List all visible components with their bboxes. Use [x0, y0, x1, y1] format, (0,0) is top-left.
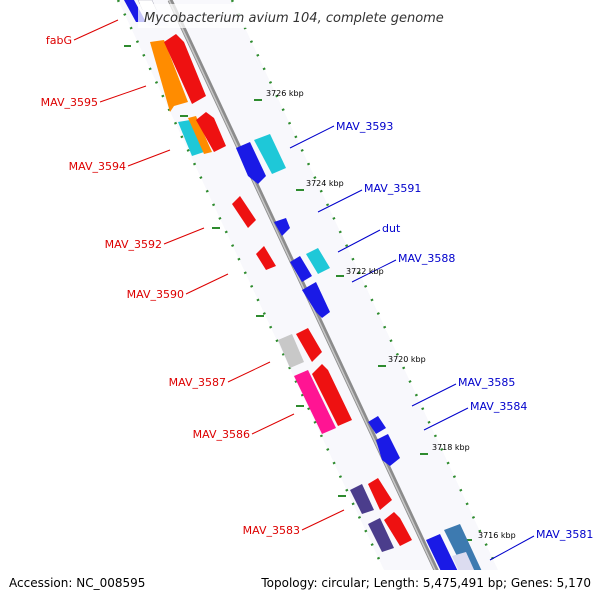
leader-line — [99, 85, 147, 103]
gene-label-mav-3590[interactable]: MAV_3590 — [127, 288, 184, 301]
gene-label-mav-3587[interactable]: MAV_3587 — [169, 376, 226, 389]
gene-feature — [444, 524, 482, 570]
gene-feature — [368, 478, 392, 510]
gene-label-mav-3593[interactable]: MAV_3593 — [336, 120, 393, 133]
gene-feature — [426, 534, 458, 570]
left-gene-labels: fabG MAV_3595 MAV_3594 MAV_3592 MAV_3590… — [41, 34, 300, 537]
kbp-label: 3716 kbp — [478, 531, 516, 540]
gene-label-mav-3581[interactable]: MAV_3581 — [536, 528, 593, 541]
gene-label-mav-3588[interactable]: MAV_3588 — [398, 252, 455, 265]
gene-label-dut[interactable]: dut — [382, 222, 401, 235]
gene-feature — [274, 218, 290, 236]
leader-line — [73, 19, 119, 41]
gene-feature — [376, 434, 400, 466]
kbp-label: 3724 kbp — [306, 179, 344, 188]
gene-feature — [236, 142, 266, 184]
leader-line — [289, 125, 335, 149]
gene-label-mav-3591[interactable]: MAV_3591 — [364, 182, 421, 195]
gene-feature — [178, 120, 204, 156]
gene-label-mav-3595[interactable]: MAV_3595 — [41, 96, 98, 109]
gene-label-mav-3594[interactable]: MAV_3594 — [69, 160, 126, 173]
kbp-label: 3720 kbp — [388, 355, 426, 364]
gene-label-mav-3584[interactable]: MAV_3584 — [470, 400, 527, 413]
leader-line — [185, 273, 229, 295]
leader-line — [489, 535, 535, 561]
leader-line — [227, 361, 271, 383]
gene-feature — [302, 282, 330, 318]
gene-feature — [150, 40, 188, 112]
gene-feature — [278, 334, 304, 368]
gene-feature — [294, 370, 336, 434]
gene-label-mav-3583[interactable]: MAV_3583 — [243, 524, 300, 537]
gene-feature — [306, 248, 330, 274]
leader-line — [351, 259, 397, 283]
gene-feature — [296, 328, 322, 362]
gene-label-mav-3585[interactable]: MAV_3585 — [458, 376, 515, 389]
gene-feature — [452, 552, 475, 570]
gene-feature — [196, 112, 226, 152]
gene-feature — [232, 196, 256, 228]
gene-feature — [350, 484, 374, 514]
gene-label-fabg[interactable]: fabG — [46, 34, 72, 47]
major-ticks — [124, 45, 472, 541]
tick-track-outer-left — [116, 0, 386, 570]
tick-track-outer-right — [230, 0, 500, 570]
leader-line — [251, 413, 295, 435]
gene-label-mav-3586[interactable]: MAV_3586 — [193, 428, 250, 441]
leader-line — [317, 189, 363, 213]
gene-feature — [188, 116, 212, 154]
leader-line — [301, 509, 345, 531]
gene-feature — [368, 416, 386, 434]
leader-line — [127, 149, 171, 167]
title-backdrop — [138, 4, 460, 28]
gene-feature — [256, 246, 276, 270]
leader-line — [337, 229, 381, 253]
gene-label-mav-3592[interactable]: MAV_3592 — [105, 238, 162, 251]
right-gene-labels: MAV_3593 MAV_3591 dut MAV_3588 MAV_3585 … — [336, 120, 593, 541]
leader-line — [423, 407, 469, 431]
map-title: Mycobacterium avium 104, complete genome — [144, 11, 444, 26]
kbp-label: 3726 kbp — [266, 89, 304, 98]
gene-feature — [368, 518, 394, 552]
gene-feature — [164, 34, 206, 104]
genome-summary-text: Topology: circular; Length: 5,475,491 bp… — [261, 576, 591, 590]
gene-features — [124, 0, 482, 570]
accession-text: Accession: NC_008595 — [9, 576, 146, 590]
leader-lines — [73, 19, 535, 561]
leader-line — [411, 383, 457, 407]
gene-feature — [290, 256, 312, 282]
leader-line — [163, 227, 205, 245]
gene-feature — [312, 364, 352, 426]
kbp-label: 3722 kbp — [346, 267, 384, 276]
gene-feature — [384, 512, 412, 546]
kbp-label: 3718 kbp — [432, 443, 470, 452]
gene-feature — [254, 134, 286, 174]
